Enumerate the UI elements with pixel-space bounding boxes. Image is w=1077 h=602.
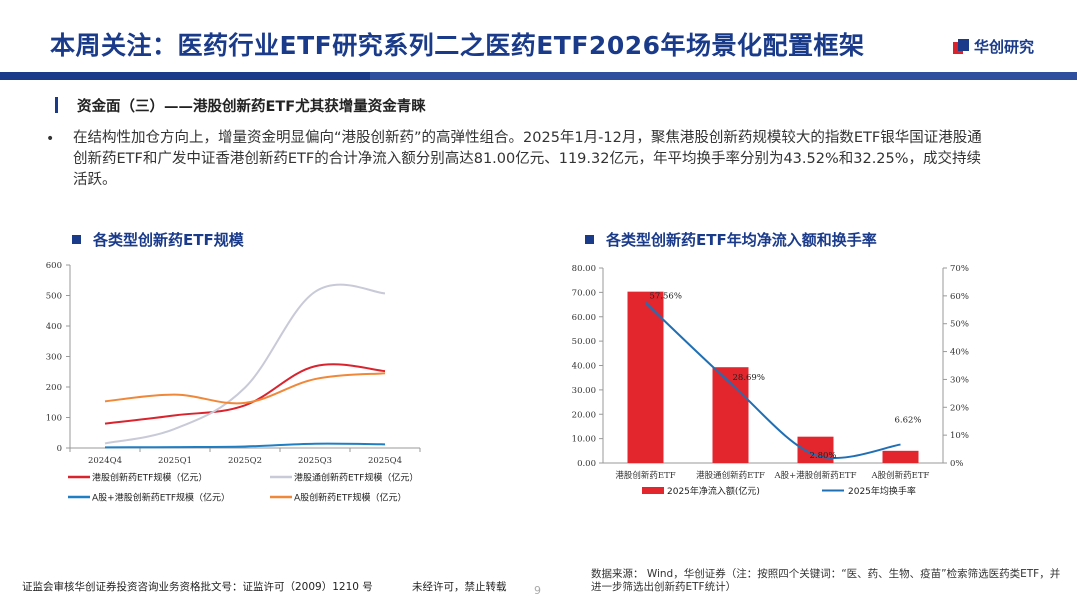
- y-left-tick-label: 20.00: [572, 410, 596, 420]
- logo-text: 华创研究: [974, 38, 1035, 56]
- bar-netflow: [882, 450, 919, 463]
- y-right-tick-label: 10%: [950, 431, 969, 441]
- y-right-tick-label: 50%: [950, 320, 969, 330]
- header-divider-accent: [0, 72, 370, 80]
- y-right-tick-label: 60%: [950, 292, 969, 302]
- chart-1-title-text: 各类型创新药ETF规模: [93, 231, 244, 249]
- section-marker: [55, 97, 58, 113]
- y-right-tick-label: 70%: [950, 264, 969, 274]
- legend-label-bar: 2025年净流入额(亿元): [667, 485, 760, 497]
- series-line-0: [104, 363, 386, 425]
- y-left-tick-label: 60.00: [572, 313, 596, 323]
- y-left-tick-label: 70.00: [572, 288, 596, 298]
- data-source: 数据来源： Wind，华创证券（注：按照四个关键词：“医、药、生物、疫苗”检索筛…: [591, 568, 1061, 593]
- y-tick-label: 300: [46, 353, 62, 363]
- y-right-tick-label: 0%: [950, 459, 964, 469]
- series-line-1: [104, 283, 386, 445]
- page-title: 本周关注：医药行业ETF研究系列二之医药ETF2026年场景化配置框架: [50, 31, 865, 60]
- logo-icon: [953, 38, 969, 55]
- series-line-2: [104, 442, 386, 449]
- y-left-tick-label: 0.00: [577, 459, 596, 469]
- license-text: 证监会审核华创证券投资咨询业务资格批文号：证监许可（2009）1210 号: [22, 581, 373, 593]
- legend-label: A股创新药ETF规模（亿元）: [294, 492, 407, 504]
- square-icon: [72, 235, 81, 244]
- y-left-tick-label: 30.00: [572, 386, 596, 396]
- legend-label: 港股创新药ETF规模（亿元）: [92, 472, 207, 484]
- x-tick-label: 2024Q4: [88, 456, 122, 466]
- y-tick-label: 100: [46, 414, 62, 424]
- chart-1-title: 各类型创新药ETF规模: [72, 229, 244, 250]
- bar-netflow: [627, 291, 664, 463]
- legend-label-line: 2025年均换手率: [848, 485, 916, 497]
- x-tick-label: 港股通创新药ETF: [696, 470, 765, 481]
- x-tick-label: 2025Q4: [368, 456, 402, 466]
- legend-label: A股+港股创新药ETF规模（亿元）: [92, 492, 230, 504]
- chart-2-title: 各类型创新药ETF年均净流入额和换手率: [585, 229, 877, 250]
- y-tick-label: 0: [57, 444, 62, 454]
- legend-swatch-bar: [642, 487, 664, 494]
- x-tick-label: 2025Q1: [158, 456, 192, 466]
- y-tick-label: 200: [46, 383, 62, 393]
- y-right-tick-label: 30%: [950, 375, 969, 385]
- data-label-turnover: 57.56%: [650, 292, 682, 302]
- x-tick-label: A股+港股创新药ETF: [773, 470, 856, 481]
- page-number: 9: [534, 584, 541, 597]
- y-tick-label: 500: [46, 292, 62, 302]
- x-tick-label: 2025Q3: [298, 456, 332, 466]
- y-left-tick-label: 50.00: [572, 337, 596, 347]
- chart-2-title-text: 各类型创新药ETF年均净流入额和换手率: [606, 231, 877, 249]
- bar-chart-netflow-turnover: 0.00 10.00 20.00 30.00 40.00 50.00 60.00 70.00 8…: [572, 264, 969, 497]
- y-tick-label: 600: [46, 261, 62, 271]
- series-line-turnover: [644, 301, 901, 460]
- copyright-notice: 未经许可，禁止转载: [412, 581, 507, 593]
- y-right-tick-label: 40%: [950, 348, 969, 358]
- x-tick-label: A股创新药ETF: [871, 470, 930, 481]
- header-divider: [0, 72, 1077, 80]
- line-chart-etf-scale: 0 100 200 300 400 500 600 2024Q4 2025Q1 2025Q2 202…: [46, 261, 421, 504]
- x-tick-label: 2025Q2: [228, 456, 262, 466]
- data-label-turnover: 28.69%: [733, 373, 765, 383]
- y-tick-label: 400: [46, 322, 62, 332]
- y-left-tick-label: 40.00: [572, 362, 596, 372]
- y-left-tick-label: 10.00: [572, 435, 596, 445]
- bullet-text: 在结构性加仓方向上，增量资金明显偏向“港股创新药”的高弹性组合。2025年1月-…: [73, 130, 982, 188]
- brand-logo: 华创研究: [953, 36, 1034, 57]
- data-label-turnover: 2.80%: [810, 451, 837, 461]
- bullet-dot: •: [46, 131, 55, 147]
- square-icon: [585, 235, 594, 244]
- x-tick-label: 港股创新药ETF: [615, 470, 675, 481]
- section-title: 资金面（三）——港股创新药ETF尤其获增量资金青睐: [77, 99, 426, 115]
- y-left-tick-label: 80.00: [572, 264, 596, 274]
- data-label-turnover: 6.62%: [895, 416, 922, 426]
- series-line-3: [104, 372, 386, 405]
- y-right-tick-label: 20%: [950, 403, 969, 413]
- legend-label: 港股通创新药ETF规模（亿元）: [294, 472, 418, 484]
